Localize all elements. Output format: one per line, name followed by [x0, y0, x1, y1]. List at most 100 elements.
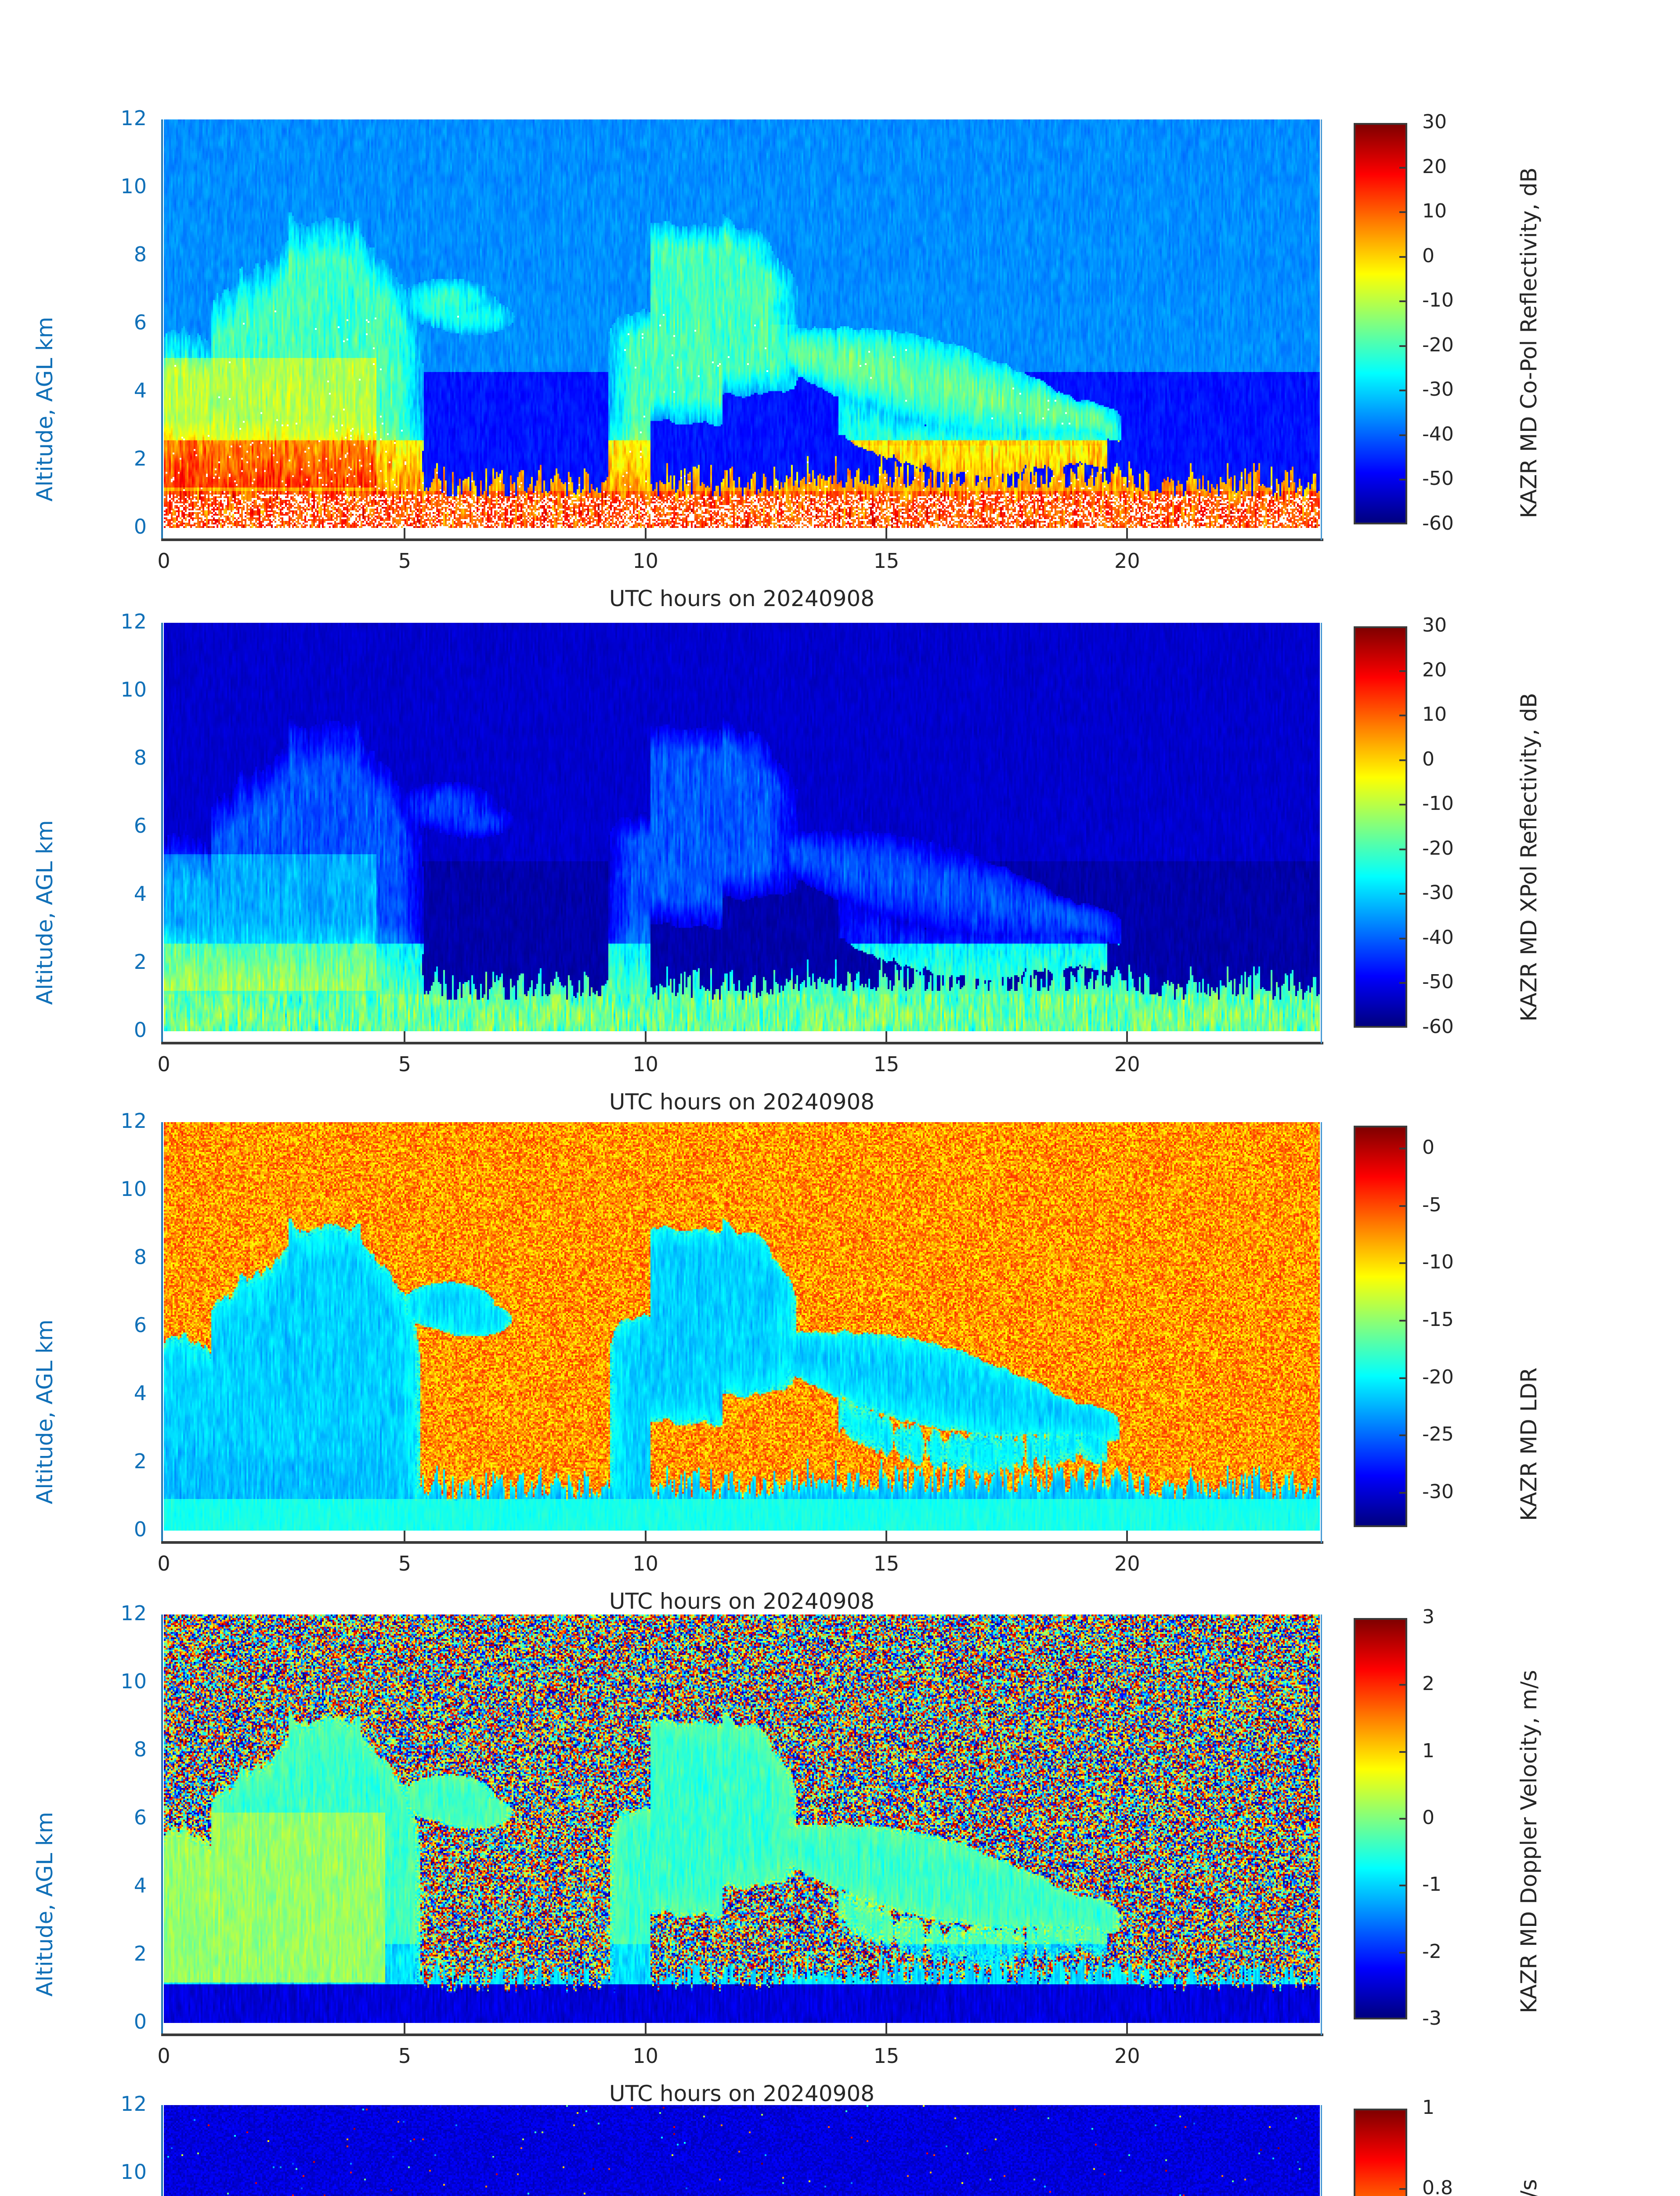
colorbar-tick: [1399, 211, 1406, 213]
y-axis-spine: [161, 623, 163, 1044]
x-axis-tick: [1126, 528, 1128, 539]
x-axis-label: UTC hours on 20240908: [609, 1589, 875, 1614]
colorbar-tick: [1399, 893, 1406, 895]
colorbar-tick-label: 20: [1422, 658, 1447, 681]
colorbar-tick-label: 30: [1422, 614, 1447, 636]
y-axis-label: Altitude, AGL km: [32, 820, 58, 1005]
colorbar-gradient: [1355, 1127, 1405, 1525]
colorbar-tick-label: 10: [1422, 703, 1447, 726]
y-axis-tick-label: 4: [134, 1874, 147, 1897]
y-axis-tick-label: 10: [120, 678, 147, 701]
y-axis-tick-label: 6: [134, 1806, 147, 1829]
x-axis-tick-label: 20: [1114, 549, 1140, 573]
colorbar-tick: [1399, 982, 1406, 984]
y-axis-tick-label: 6: [134, 311, 147, 334]
colorbar: [1354, 626, 1407, 1028]
colorbar-label: KAZR MD Spectral Width, m/s: [1516, 2179, 1542, 2196]
colorbar-tick-label: -30: [1422, 378, 1454, 401]
x-axis-tick-label: 5: [398, 2044, 411, 2068]
colorbar-tick: [1399, 937, 1406, 939]
x-axis-tick: [644, 528, 647, 539]
colorbar-gradient: [1355, 2110, 1405, 2196]
x-axis-spine: [161, 1042, 1323, 1044]
colorbar-tick-label: 3: [1422, 1606, 1434, 1628]
colorbar-tick: [1399, 256, 1406, 258]
y-axis-tick-label: 0: [134, 515, 147, 538]
colorbar-label: KAZR MD LDR: [1516, 1367, 1542, 1521]
heatmap-plot-area[interactable]: [164, 623, 1320, 1031]
colorbar-tick-label: 0: [1422, 1806, 1434, 1829]
x-axis-tick-label: 20: [1114, 1052, 1140, 1076]
colorbar-label: KAZR MD XPol Reflectivity, dB: [1516, 693, 1542, 1022]
y-axis-tick-label: 2: [134, 950, 147, 974]
y-axis-tick-label: 10: [120, 1669, 147, 1693]
colorbar-tick: [1399, 670, 1406, 672]
plot-right-spine: [1321, 623, 1322, 1044]
x-axis-tick-label: 20: [1114, 2044, 1140, 2068]
colorbar-tick-label: 10: [1422, 200, 1447, 223]
colorbar-tick-label: -60: [1422, 512, 1454, 535]
y-axis-tick-label: 4: [134, 1381, 147, 1405]
heatmap-plot-area[interactable]: [164, 1614, 1320, 2023]
colorbar-tick: [1399, 848, 1406, 850]
heatmap-plot-area[interactable]: [164, 1122, 1320, 1531]
x-axis-tick: [885, 2023, 887, 2034]
y-axis-tick-label: 2: [134, 1449, 147, 1473]
colorbar-tick: [1399, 345, 1406, 347]
y-axis-tick-label: 12: [120, 1601, 147, 1625]
x-axis-label: UTC hours on 20240908: [609, 586, 875, 611]
colorbar-tick: [1399, 479, 1406, 481]
x-axis-tick-label: 15: [873, 2044, 900, 2068]
colorbar-tick: [1399, 300, 1406, 303]
x-axis-tick-label: 10: [632, 1052, 658, 1076]
y-axis-spine: [161, 2105, 163, 2196]
y-axis-tick-label: 6: [134, 1313, 147, 1337]
colorbar-gradient: [1355, 628, 1405, 1026]
y-axis-tick-label: 0: [134, 1018, 147, 1042]
plot-right-spine: [1321, 1614, 1322, 2035]
y-axis-tick-label: 10: [120, 1177, 147, 1201]
plot-right-spine: [1321, 1122, 1322, 1543]
y-axis-tick-label: 8: [134, 242, 147, 266]
y-axis-tick-label: 4: [134, 379, 147, 402]
x-axis-tick-label: 10: [632, 1552, 658, 1575]
colorbar-tick-label: -2: [1422, 1940, 1442, 1963]
x-axis-tick: [404, 1031, 406, 1043]
plot-right-spine: [1321, 119, 1322, 540]
heatmap-plot-area[interactable]: [164, 2105, 1320, 2196]
x-axis-tick: [885, 528, 887, 539]
colorbar-tick-label: 0: [1422, 1136, 1434, 1159]
heatmap-plot-area[interactable]: [164, 119, 1320, 528]
colorbar-tick: [1399, 759, 1406, 761]
x-axis-label: UTC hours on 20240908: [609, 1089, 875, 1115]
colorbar-tick-label: -20: [1422, 333, 1454, 356]
x-axis-tick-label: 5: [398, 549, 411, 573]
colorbar-tick-label: -10: [1422, 1251, 1454, 1274]
x-axis-label: UTC hours on 20240908: [609, 2081, 875, 2106]
x-axis-tick: [885, 1531, 887, 1542]
colorbar-tick-label: 2: [1422, 1672, 1434, 1695]
colorbar-tick: [1399, 1377, 1406, 1379]
colorbar-tick-label: -20: [1422, 1365, 1454, 1388]
colorbar-tick: [1399, 804, 1406, 806]
x-axis-tick-label: 5: [398, 1552, 411, 1575]
colorbar-tick: [1399, 1684, 1406, 1686]
colorbar-tick-label: 1: [1422, 1739, 1434, 1762]
y-axis-label: Altitude, AGL km: [32, 317, 58, 502]
colorbar-label: KAZR MD Co-Pol Reflectivity, dB: [1516, 167, 1542, 518]
y-axis-spine: [161, 1122, 163, 1543]
y-axis-tick-label: 12: [120, 106, 147, 130]
x-axis-spine: [161, 2033, 1323, 2036]
colorbar-tick-label: -10: [1422, 792, 1454, 815]
colorbar-tick-label: -5: [1422, 1193, 1442, 1216]
y-axis-tick-label: 6: [134, 814, 147, 838]
x-axis-tick: [1126, 1531, 1128, 1542]
colorbar-tick-label: -15: [1422, 1308, 1454, 1331]
x-axis-tick-label: 10: [632, 2044, 658, 2068]
colorbar-tick: [1399, 1951, 1406, 1954]
y-axis-tick-label: 12: [120, 2092, 147, 2116]
colorbar-tick-label: 0.8: [1422, 2176, 1453, 2196]
colorbar-tick: [1399, 1319, 1406, 1322]
colorbar: [1354, 2109, 1407, 2196]
